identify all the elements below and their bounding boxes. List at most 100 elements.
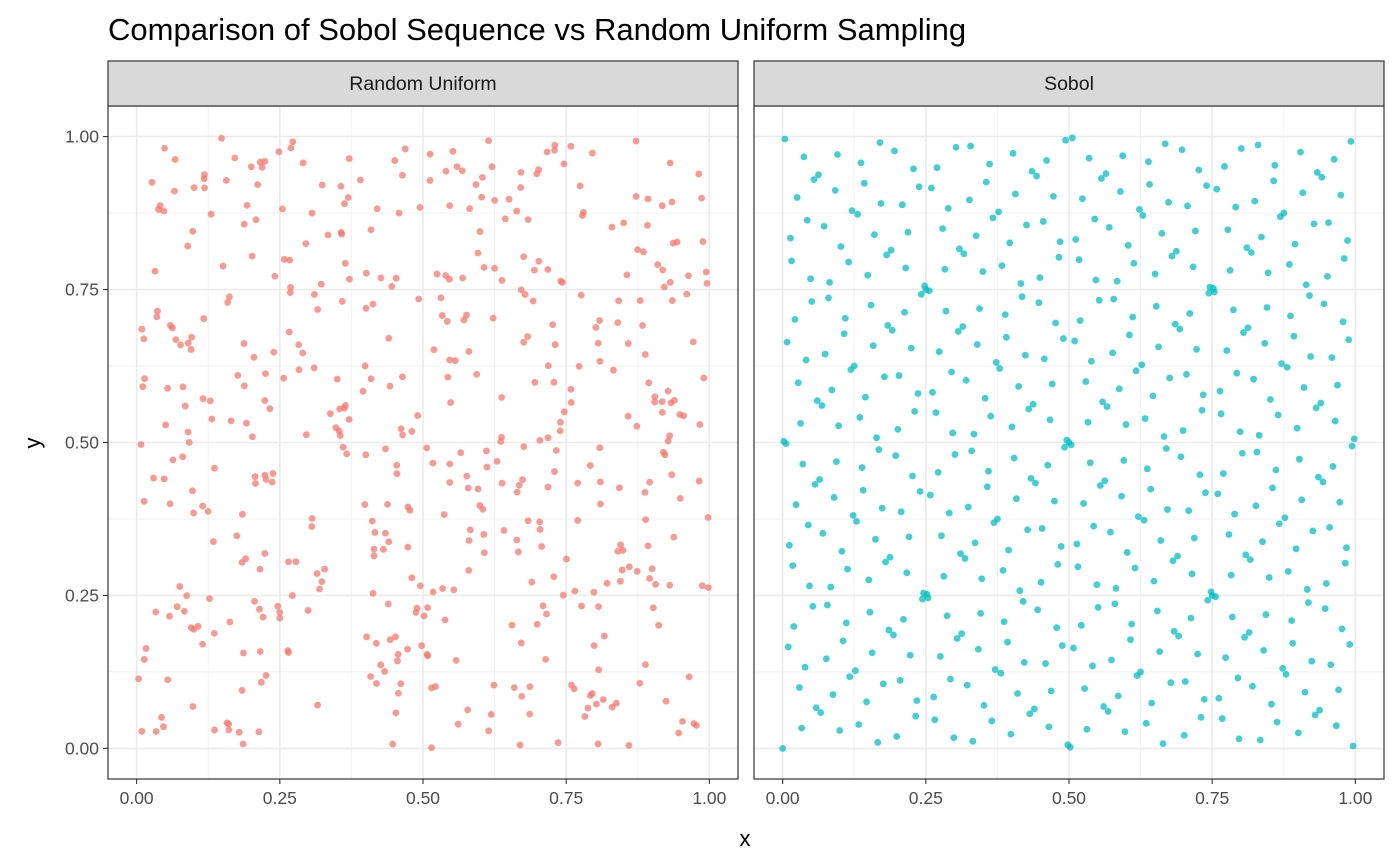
data-point xyxy=(685,272,692,280)
data-point xyxy=(1252,502,1260,510)
data-point xyxy=(851,667,859,675)
data-point xyxy=(187,624,195,632)
data-point xyxy=(286,289,294,296)
data-point xyxy=(668,198,676,206)
data-point xyxy=(600,632,608,640)
data-point xyxy=(1121,728,1129,736)
data-point xyxy=(1047,687,1055,695)
data-point xyxy=(978,575,986,583)
data-point xyxy=(704,584,712,592)
data-point xyxy=(935,348,943,356)
data-point xyxy=(1301,688,1309,696)
data-point xyxy=(1275,520,1283,528)
data-point xyxy=(639,322,646,329)
data-point xyxy=(651,393,659,401)
data-point xyxy=(498,277,506,284)
data-point xyxy=(446,356,454,364)
data-point xyxy=(671,396,678,404)
data-point xyxy=(487,711,495,718)
data-point xyxy=(1336,498,1344,506)
data-point xyxy=(533,620,541,628)
data-point xyxy=(1091,215,1099,223)
data-point xyxy=(581,713,589,720)
data-point xyxy=(563,555,570,563)
data-point xyxy=(1083,725,1091,733)
data-point xyxy=(1059,335,1067,342)
data-point xyxy=(839,637,847,645)
data-point xyxy=(488,163,496,171)
data-point xyxy=(1271,161,1279,169)
data-point xyxy=(446,479,454,486)
data-point xyxy=(992,359,1000,366)
data-point xyxy=(1122,421,1130,428)
data-point xyxy=(596,317,603,324)
x-tick-label: 1.00 xyxy=(1338,788,1372,808)
data-point xyxy=(676,494,684,502)
data-point xyxy=(172,336,180,343)
data-point xyxy=(982,178,990,186)
data-point xyxy=(426,150,434,158)
data-point xyxy=(590,642,598,650)
data-point xyxy=(898,201,906,209)
data-point xyxy=(1030,705,1038,713)
data-point xyxy=(659,266,667,274)
data-point xyxy=(1172,247,1180,255)
data-point xyxy=(1052,319,1059,327)
data-point xyxy=(1056,238,1064,246)
data-point xyxy=(1094,603,1102,611)
data-point xyxy=(1250,375,1257,383)
data-point xyxy=(855,721,863,728)
data-point xyxy=(1242,551,1250,559)
data-point xyxy=(318,578,326,586)
points-random-uniform xyxy=(135,134,712,752)
data-point xyxy=(1255,431,1263,439)
data-point xyxy=(233,532,241,540)
data-point xyxy=(929,388,936,396)
data-point xyxy=(596,444,604,452)
data-point xyxy=(248,252,256,260)
data-point xyxy=(1117,188,1124,195)
data-point xyxy=(881,373,888,381)
data-point xyxy=(848,207,856,215)
data-point xyxy=(1148,699,1156,707)
data-point xyxy=(960,250,968,258)
data-point xyxy=(888,326,896,334)
data-point xyxy=(498,433,505,441)
data-point xyxy=(928,184,935,192)
data-point xyxy=(869,342,877,350)
data-point xyxy=(1179,427,1187,434)
data-point xyxy=(567,142,575,150)
data-point xyxy=(1102,170,1110,178)
data-point xyxy=(336,432,344,440)
data-point xyxy=(218,134,225,142)
data-point xyxy=(343,450,351,458)
chart-title: Comparison of Sobol Sequence vs Random U… xyxy=(108,12,966,47)
data-point xyxy=(302,431,310,439)
data-point xyxy=(1074,563,1082,571)
data-point xyxy=(508,621,516,629)
data-point xyxy=(973,341,981,348)
data-point xyxy=(979,268,987,276)
data-point xyxy=(416,582,424,590)
data-point xyxy=(251,473,259,481)
data-point xyxy=(510,684,518,691)
x-tick-label: 0.00 xyxy=(120,788,154,808)
data-point xyxy=(1013,495,1020,503)
data-point xyxy=(314,701,322,709)
data-point xyxy=(536,436,544,444)
data-point xyxy=(517,286,525,294)
data-point xyxy=(479,505,487,513)
data-point xyxy=(1113,277,1121,285)
data-point xyxy=(874,739,882,746)
data-point xyxy=(1223,347,1231,354)
data-point xyxy=(876,139,884,146)
data-point xyxy=(288,592,296,599)
data-point xyxy=(810,176,818,184)
data-point xyxy=(474,249,482,257)
data-point xyxy=(171,156,179,163)
data-point xyxy=(891,147,898,155)
data-point xyxy=(176,583,184,590)
data-point xyxy=(201,184,208,192)
data-point xyxy=(685,673,693,681)
data-point xyxy=(361,362,369,370)
